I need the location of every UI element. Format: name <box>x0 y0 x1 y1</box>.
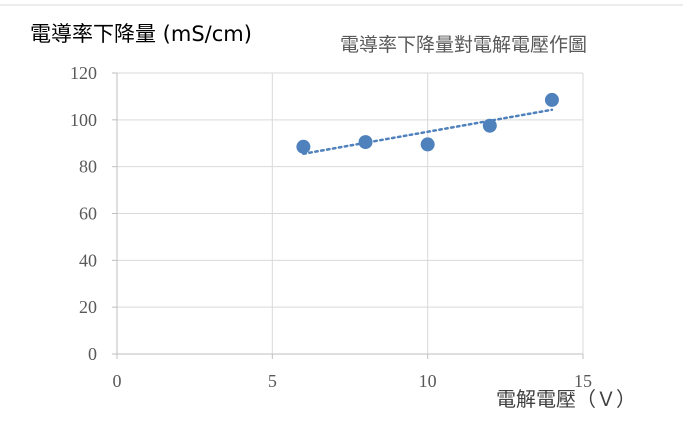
data-point <box>358 135 373 150</box>
data-point <box>296 139 311 154</box>
y-tick-label-60: 60 <box>79 204 97 224</box>
data-point <box>420 137 435 152</box>
data-points <box>296 92 559 154</box>
gridlines <box>117 72 584 354</box>
y-tick-label-100: 100 <box>70 110 97 130</box>
y-tick-label-40: 40 <box>79 250 97 270</box>
trendline-group <box>302 108 554 156</box>
y-axis-label: 電導率下降量 (mS/cm) <box>30 22 252 46</box>
chart-title: 電導率下降量對電解電壓作圖 <box>340 34 587 56</box>
tick-labels: 0 20 40 60 80 100 120 0 5 10 15 <box>70 63 592 391</box>
trendline <box>302 108 554 156</box>
x-tick-label-15: 15 <box>574 371 592 391</box>
y-tick-label-20: 20 <box>79 297 97 317</box>
x-tick-label-0: 0 <box>113 371 122 391</box>
data-point <box>482 118 497 133</box>
y-tick-label-120: 120 <box>70 63 97 83</box>
data-point <box>544 92 559 107</box>
y-tick-label-80: 80 <box>79 157 97 177</box>
x-tick-label-5: 5 <box>268 371 277 391</box>
axes <box>112 72 584 359</box>
x-axis-label: 電解電壓（Ｖ） <box>496 387 636 411</box>
y-tick-label-0: 0 <box>88 344 97 364</box>
x-tick-label-10: 10 <box>419 371 437 391</box>
